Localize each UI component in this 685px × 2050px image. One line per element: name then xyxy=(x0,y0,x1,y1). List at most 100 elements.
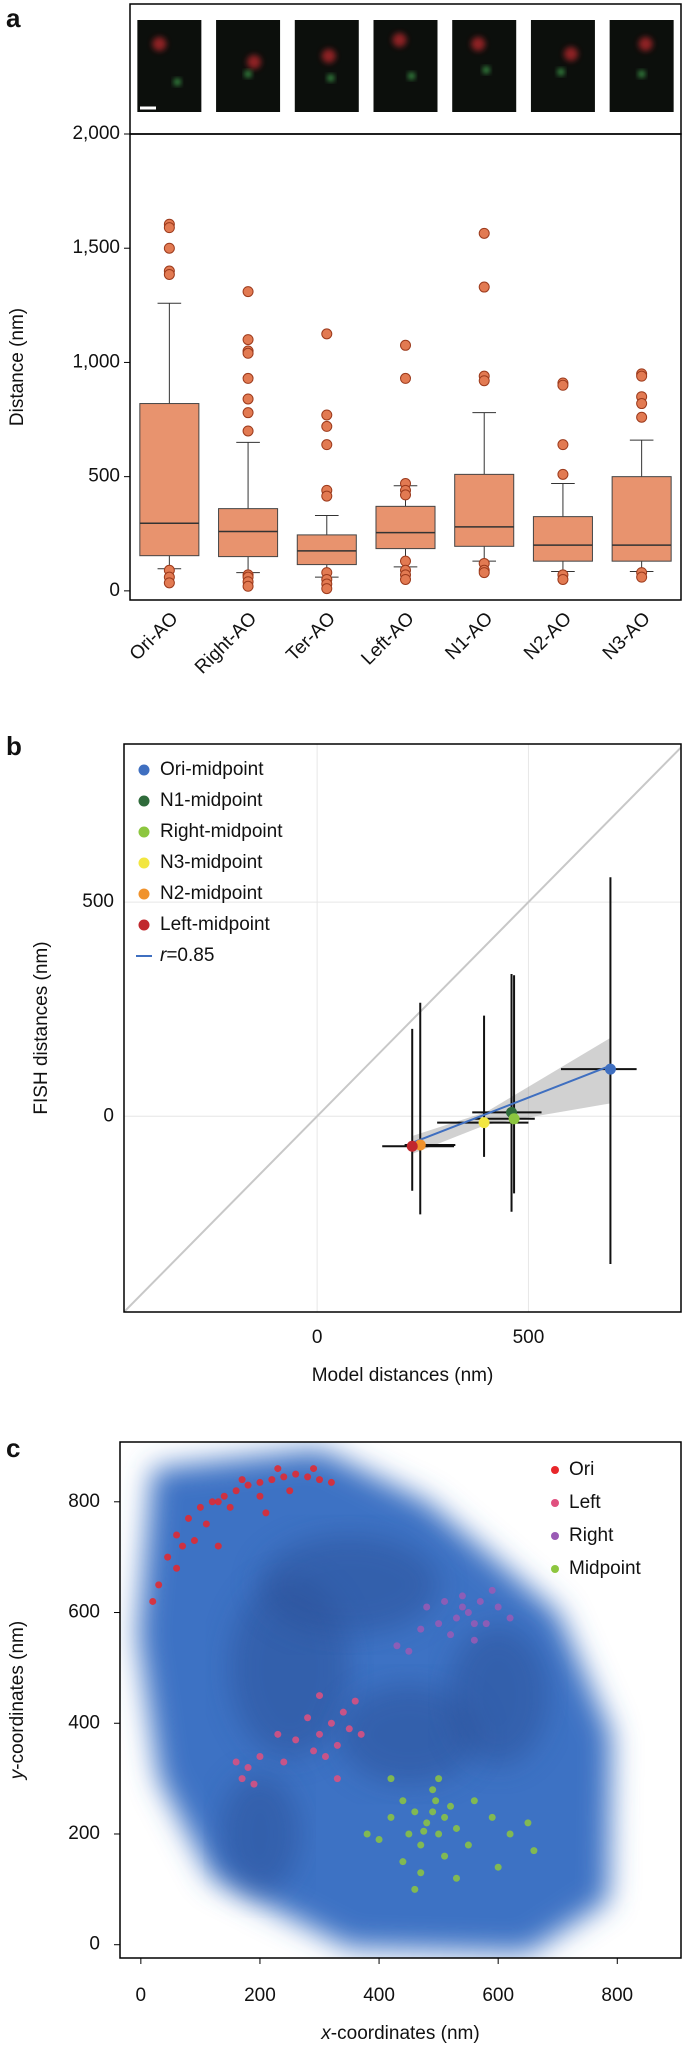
legend-marker xyxy=(138,857,150,869)
legend-label: N2-midpoint xyxy=(160,883,263,904)
y-tick-label: 800 xyxy=(68,1491,100,1512)
point xyxy=(420,1827,428,1835)
outlier xyxy=(557,439,569,451)
box xyxy=(139,403,200,557)
panel-label: a xyxy=(6,3,21,33)
point xyxy=(226,1503,234,1511)
point xyxy=(220,1492,228,1500)
point xyxy=(411,1885,419,1893)
point xyxy=(476,1597,484,1605)
outlier xyxy=(163,222,175,234)
point xyxy=(470,1797,478,1805)
point xyxy=(339,1708,347,1716)
point xyxy=(238,1775,246,1783)
point xyxy=(363,1830,371,1838)
point xyxy=(458,1603,466,1611)
point xyxy=(399,1797,407,1805)
point xyxy=(327,1478,335,1486)
outlier xyxy=(242,407,254,419)
outlier xyxy=(321,420,333,432)
x-tick-label: 400 xyxy=(363,1985,395,2006)
outlier xyxy=(400,573,411,585)
point xyxy=(488,1586,496,1594)
outlier xyxy=(636,370,648,382)
point xyxy=(435,1620,443,1628)
y-tick-label: 2,000 xyxy=(72,123,120,144)
legend-marker xyxy=(138,888,150,900)
legend-label: Left-midpoint xyxy=(160,914,271,935)
legend-label: Ori xyxy=(569,1459,594,1480)
x-tick-label: Left-AO xyxy=(357,608,418,669)
point xyxy=(173,1564,181,1572)
box xyxy=(611,476,672,562)
point xyxy=(387,1813,395,1821)
point xyxy=(208,1498,216,1506)
y-tick-label: 0 xyxy=(109,580,120,601)
legend-marker xyxy=(551,1499,559,1507)
point xyxy=(316,1730,324,1738)
outlier xyxy=(321,583,333,595)
point xyxy=(387,1775,395,1783)
point xyxy=(149,1597,157,1605)
point xyxy=(429,1786,437,1794)
point xyxy=(286,1487,294,1495)
outlier xyxy=(557,379,569,391)
y-tick-label: 200 xyxy=(68,1823,100,1844)
point xyxy=(441,1597,449,1605)
point xyxy=(304,1473,312,1481)
point xyxy=(524,1819,532,1827)
outlier xyxy=(557,573,569,585)
point xyxy=(333,1775,341,1783)
thumbnail-green xyxy=(408,73,415,79)
legend-label: Midpoint xyxy=(569,1558,642,1579)
point xyxy=(250,1780,258,1788)
thumbnail-red xyxy=(471,37,486,51)
point xyxy=(447,1631,455,1639)
point xyxy=(232,1758,240,1766)
point xyxy=(256,1752,264,1760)
point xyxy=(333,1741,341,1749)
outlier xyxy=(242,393,254,405)
y-axis-label-part: y xyxy=(7,1768,28,1781)
point xyxy=(494,1603,502,1611)
y-tick-label: 1,000 xyxy=(72,351,120,372)
point xyxy=(417,1841,425,1849)
point xyxy=(604,1063,616,1075)
point xyxy=(214,1542,222,1550)
point xyxy=(411,1808,419,1816)
point xyxy=(196,1503,204,1511)
outlier xyxy=(321,409,333,421)
point xyxy=(214,1498,222,1506)
legend-marker xyxy=(138,919,150,931)
legend-label: N3-midpoint xyxy=(160,852,263,873)
outlier xyxy=(478,281,490,293)
y-tick-label: 1,500 xyxy=(72,237,120,258)
outlier xyxy=(163,268,175,280)
legend-label: N1-midpoint xyxy=(160,790,263,811)
y-tick-label: 0 xyxy=(89,1934,100,1955)
y-tick-label: 600 xyxy=(68,1602,100,1623)
point xyxy=(292,1736,300,1744)
legend-label: Right xyxy=(569,1525,614,1546)
density-shade xyxy=(448,1625,549,1766)
x-tick-label: Ori-AO xyxy=(126,608,183,665)
thumbnail-red xyxy=(563,47,578,61)
plot-frame xyxy=(129,133,682,601)
point xyxy=(310,1465,318,1473)
point xyxy=(202,1520,210,1528)
thumbnail-green xyxy=(327,75,334,81)
point xyxy=(310,1747,318,1755)
x-tick-label: 500 xyxy=(513,1327,545,1348)
point xyxy=(435,1775,443,1783)
outlier xyxy=(242,580,254,592)
thumbnail-green xyxy=(483,67,490,73)
outlier xyxy=(242,286,254,298)
thumbnail xyxy=(609,20,674,112)
box xyxy=(454,473,515,547)
thumbnail xyxy=(452,20,517,112)
point xyxy=(494,1863,502,1871)
thumbnail xyxy=(530,20,595,112)
plot-frame xyxy=(119,1441,682,1959)
panel-label: b xyxy=(6,731,22,761)
legend-marker xyxy=(138,764,150,776)
